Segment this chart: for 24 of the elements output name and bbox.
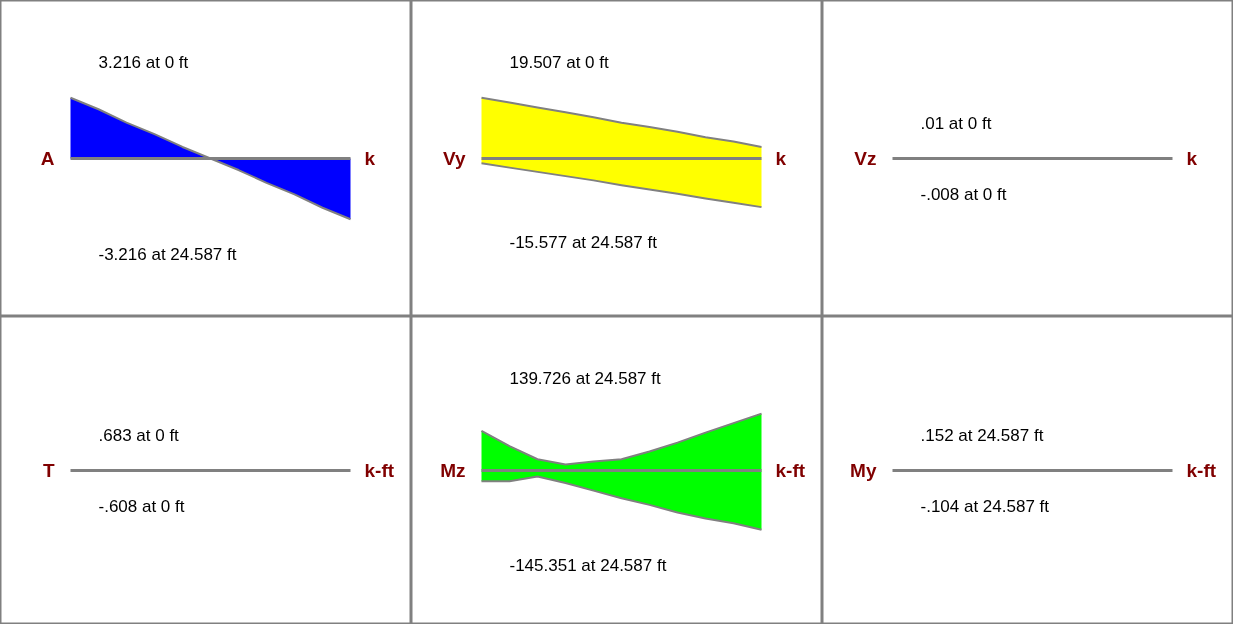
text: k xyxy=(1186,148,1198,169)
text: k-ft xyxy=(1186,460,1217,481)
text: -.104 at 24.587 ft xyxy=(920,496,1050,516)
y2-axis-title: k xyxy=(364,148,376,169)
text: .01 at 0 ft xyxy=(920,113,992,133)
y2-axis-title: k xyxy=(775,148,787,169)
text: Vz xyxy=(854,148,877,169)
text: 19.507 at 0 ft xyxy=(509,52,610,72)
text: T xyxy=(42,460,55,481)
text: -.008 at 0 ft xyxy=(920,184,1007,204)
text: -15.577 at 24.587 ft xyxy=(509,233,658,253)
text: 3.216 at 0 ft xyxy=(98,52,189,72)
text: -145.351 at 24.587 ft xyxy=(509,555,667,575)
y-axis-title: Vy xyxy=(442,148,466,169)
text: -.608 at 0 ft xyxy=(98,496,185,516)
y-axis-title: A xyxy=(40,148,55,169)
y2-axis-title: k-ft xyxy=(775,460,806,481)
text: My xyxy=(850,460,877,481)
text: -3.216 at 24.587 ft xyxy=(98,245,237,265)
text: .683 at 0 ft xyxy=(98,425,180,445)
text: k-ft xyxy=(364,460,395,481)
text: 139.726 at 24.587 ft xyxy=(509,368,662,388)
text: .152 at 24.587 ft xyxy=(920,425,1044,445)
y-axis-title: Mz xyxy=(440,460,466,481)
